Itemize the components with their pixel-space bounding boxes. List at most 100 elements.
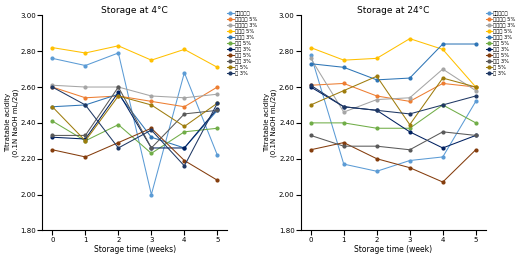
Line: 포도 5%: 포도 5%	[51, 127, 219, 182]
블루베리 5%	[181, 105, 188, 108]
Y-axis label: Titratable acidity
(0.1N NaOH mL/2g): Titratable acidity (0.1N NaOH mL/2g)	[264, 89, 278, 157]
토마토 5%	[181, 48, 188, 51]
포도 5%	[82, 155, 89, 159]
토마토 5%	[214, 66, 220, 69]
포도 5%	[181, 159, 188, 162]
Line: 블루베리 5%: 블루베리 5%	[51, 86, 219, 108]
블루베리 5%	[407, 100, 413, 103]
싹우고주장	[148, 193, 155, 196]
토마토 5%	[49, 46, 55, 49]
Title: Storage at 4°C: Storage at 4°C	[102, 5, 168, 15]
Line: 블루베리 3%: 블루베리 3%	[309, 57, 477, 114]
싹우고주장	[341, 162, 347, 166]
포도 3%	[115, 86, 121, 89]
Line: 딸기 5%: 딸기 5%	[309, 103, 477, 130]
토마토 3%	[407, 76, 413, 80]
블루베리 3%	[473, 89, 479, 92]
마 5%	[148, 103, 155, 107]
포도 3%	[82, 134, 89, 137]
블루베리 5%	[82, 96, 89, 99]
마 3%	[115, 146, 121, 150]
마 5%	[341, 89, 347, 92]
마 5%	[181, 125, 188, 128]
포도 3%	[148, 146, 155, 150]
블루베리 3%	[115, 86, 121, 89]
Y-axis label: Titratable acidity
(0.1N NaOH mL/2g): Titratable acidity (0.1N NaOH mL/2g)	[6, 89, 19, 157]
싹우고주장	[374, 170, 380, 173]
Line: 싹우고주장: 싹우고주장	[51, 51, 219, 196]
블루베리 3%	[440, 68, 446, 71]
포도 3%	[181, 112, 188, 115]
토마토 3%	[374, 78, 380, 81]
토마토 3%	[440, 42, 446, 46]
블루베리 5%	[49, 86, 55, 89]
딸기 3%	[49, 136, 55, 139]
Line: 마 5%: 마 5%	[51, 95, 219, 142]
블루베리 5%	[214, 86, 220, 89]
토마토 3%	[82, 103, 89, 107]
딸기 3%	[473, 134, 479, 137]
토마토 5%	[148, 58, 155, 62]
Title: Storage at 24°C: Storage at 24°C	[357, 5, 429, 15]
싹우고주장	[307, 53, 314, 56]
싹우고주장	[49, 57, 55, 60]
토마토 5%	[374, 57, 380, 60]
딸기 5%	[82, 139, 89, 142]
마 3%	[473, 94, 479, 98]
딸기 5%	[115, 123, 121, 126]
블루베리 3%	[341, 110, 347, 114]
토마토 5%	[341, 58, 347, 62]
포도 3%	[214, 109, 220, 112]
포도 3%	[473, 134, 479, 137]
마 3%	[49, 86, 55, 89]
마 3%	[440, 103, 446, 107]
딸기 5%	[407, 127, 413, 130]
싹우고주장	[181, 71, 188, 74]
블루베리 5%	[341, 82, 347, 85]
Line: 토마토 3%: 토마토 3%	[309, 43, 477, 81]
블루베리 3%	[82, 86, 89, 89]
싹우고주장	[440, 155, 446, 159]
싹우고주장	[214, 154, 220, 157]
블루베리 3%	[307, 57, 314, 60]
블루베리 3%	[214, 93, 220, 96]
블루베리 3%	[181, 96, 188, 99]
Legend: 싹우고주장, 블루베리 5%, 블루베리 3%, 토마토 5%, 토마토 3%, 딸기 5%, 딸기 3%, 포도 5%, 포도 3%, 마 5%, 마 3%: 싹우고주장, 블루베리 5%, 블루베리 3%, 토마토 5%, 토마토 3%,…	[486, 11, 515, 76]
Line: 블루베리 3%: 블루베리 3%	[51, 84, 219, 99]
Legend: 싹우고주장, 블루베리 5%, 블루베리 3%, 토마토 5%, 토마토 3%, 딸기 5%, 딸기 3%, 포도 5%, 포도 3%, 마 5%, 마 3%: 싹우고주장, 블루베리 5%, 블루베리 3%, 토마토 5%, 토마토 3%,…	[227, 11, 257, 76]
포도 5%	[214, 179, 220, 182]
블루베리 5%	[473, 86, 479, 89]
딸기 3%	[440, 146, 446, 150]
블루베리 5%	[307, 84, 314, 87]
블루베리 5%	[374, 94, 380, 98]
블루베리 5%	[148, 100, 155, 103]
블루베리 5%	[440, 82, 446, 85]
포도 5%	[473, 148, 479, 151]
딸기 5%	[148, 152, 155, 155]
Line: 싹우고주장: 싹우고주장	[309, 53, 477, 173]
포도 5%	[307, 148, 314, 151]
Line: 포도 5%: 포도 5%	[309, 141, 477, 183]
딸기 5%	[49, 120, 55, 123]
Line: 포도 3%: 포도 3%	[309, 131, 477, 151]
토마토 5%	[440, 48, 446, 51]
포도 3%	[407, 148, 413, 151]
포도 3%	[49, 134, 55, 137]
X-axis label: Storage time (week): Storage time (week)	[354, 245, 432, 255]
포도 3%	[440, 130, 446, 133]
딸기 5%	[307, 121, 314, 125]
마 5%	[307, 103, 314, 107]
토마토 3%	[214, 109, 220, 112]
싹우고주장	[82, 64, 89, 67]
마 3%	[307, 84, 314, 87]
딸기 5%	[440, 103, 446, 107]
포도 5%	[148, 127, 155, 130]
블루베리 3%	[407, 96, 413, 99]
마 3%	[181, 164, 188, 167]
X-axis label: Storage time (weeks): Storage time (weeks)	[94, 245, 176, 255]
마 3%	[214, 102, 220, 105]
싹우고주장	[407, 159, 413, 162]
Line: 마 3%: 마 3%	[309, 84, 477, 115]
딸기 3%	[181, 146, 188, 150]
마 5%	[115, 94, 121, 98]
